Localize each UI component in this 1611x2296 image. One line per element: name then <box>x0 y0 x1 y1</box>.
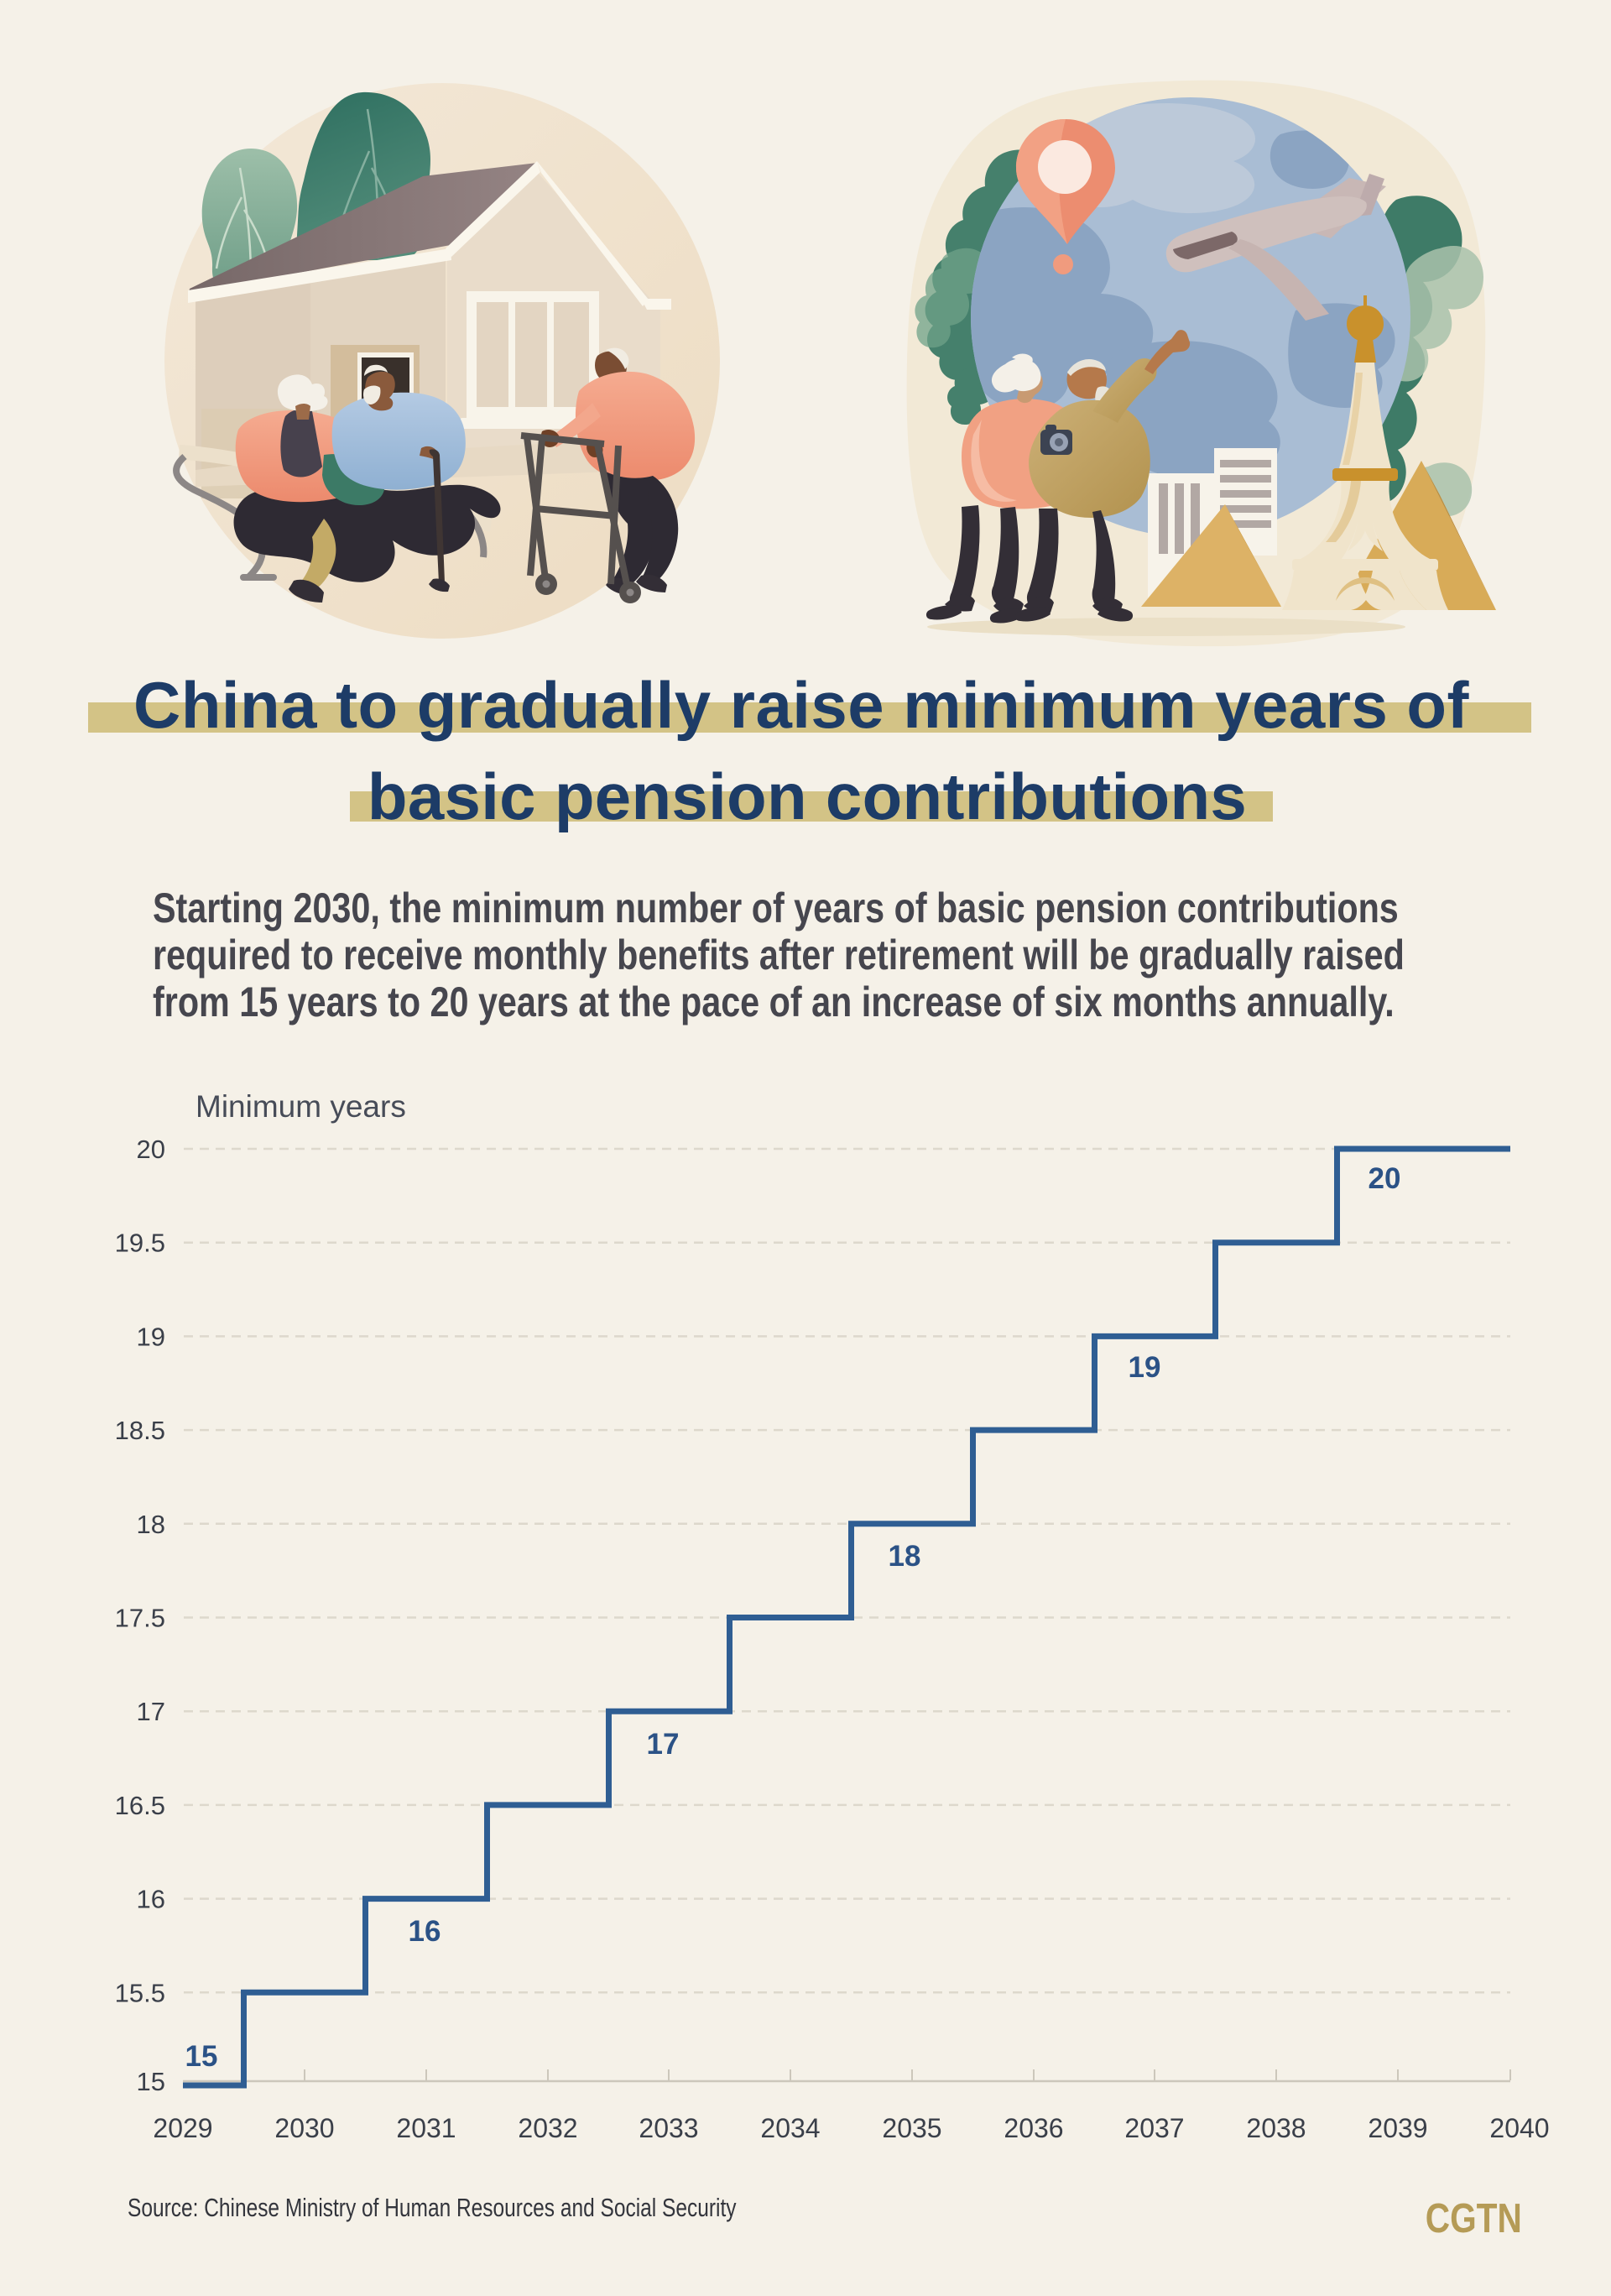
svg-text:2030: 2030 <box>274 2113 334 2143</box>
svg-text:18: 18 <box>889 1540 921 1573</box>
svg-text:2039: 2039 <box>1368 2113 1427 2143</box>
svg-text:16: 16 <box>137 1885 165 1914</box>
svg-text:15: 15 <box>185 2040 218 2073</box>
svg-text:15.5: 15.5 <box>115 1978 165 2007</box>
svg-text:2035: 2035 <box>882 2113 941 2143</box>
svg-text:2038: 2038 <box>1246 2113 1306 2143</box>
svg-text:18.5: 18.5 <box>115 1416 165 1445</box>
svg-text:19: 19 <box>137 1322 165 1351</box>
svg-text:19.5: 19.5 <box>115 1229 165 1258</box>
svg-text:2032: 2032 <box>518 2113 577 2143</box>
svg-text:2037: 2037 <box>1124 2113 1184 2143</box>
svg-text:17: 17 <box>137 1697 165 1726</box>
svg-text:2029: 2029 <box>153 2113 212 2143</box>
svg-text:20: 20 <box>1369 1162 1401 1195</box>
svg-text:2034: 2034 <box>760 2113 820 2143</box>
svg-text:17: 17 <box>647 1728 680 1761</box>
svg-text:2036: 2036 <box>1004 2113 1063 2143</box>
svg-text:Minimum years: Minimum years <box>196 1089 406 1124</box>
svg-text:15: 15 <box>137 2067 165 2096</box>
svg-text:17.5: 17.5 <box>115 1604 165 1633</box>
svg-text:16: 16 <box>409 1915 441 1948</box>
svg-text:18: 18 <box>137 1510 165 1539</box>
svg-text:2031: 2031 <box>396 2113 456 2143</box>
svg-text:19: 19 <box>1129 1351 1161 1384</box>
svg-text:2040: 2040 <box>1489 2113 1549 2143</box>
svg-text:2033: 2033 <box>639 2113 698 2143</box>
svg-text:16.5: 16.5 <box>115 1791 165 1820</box>
svg-text:20: 20 <box>137 1135 165 1164</box>
